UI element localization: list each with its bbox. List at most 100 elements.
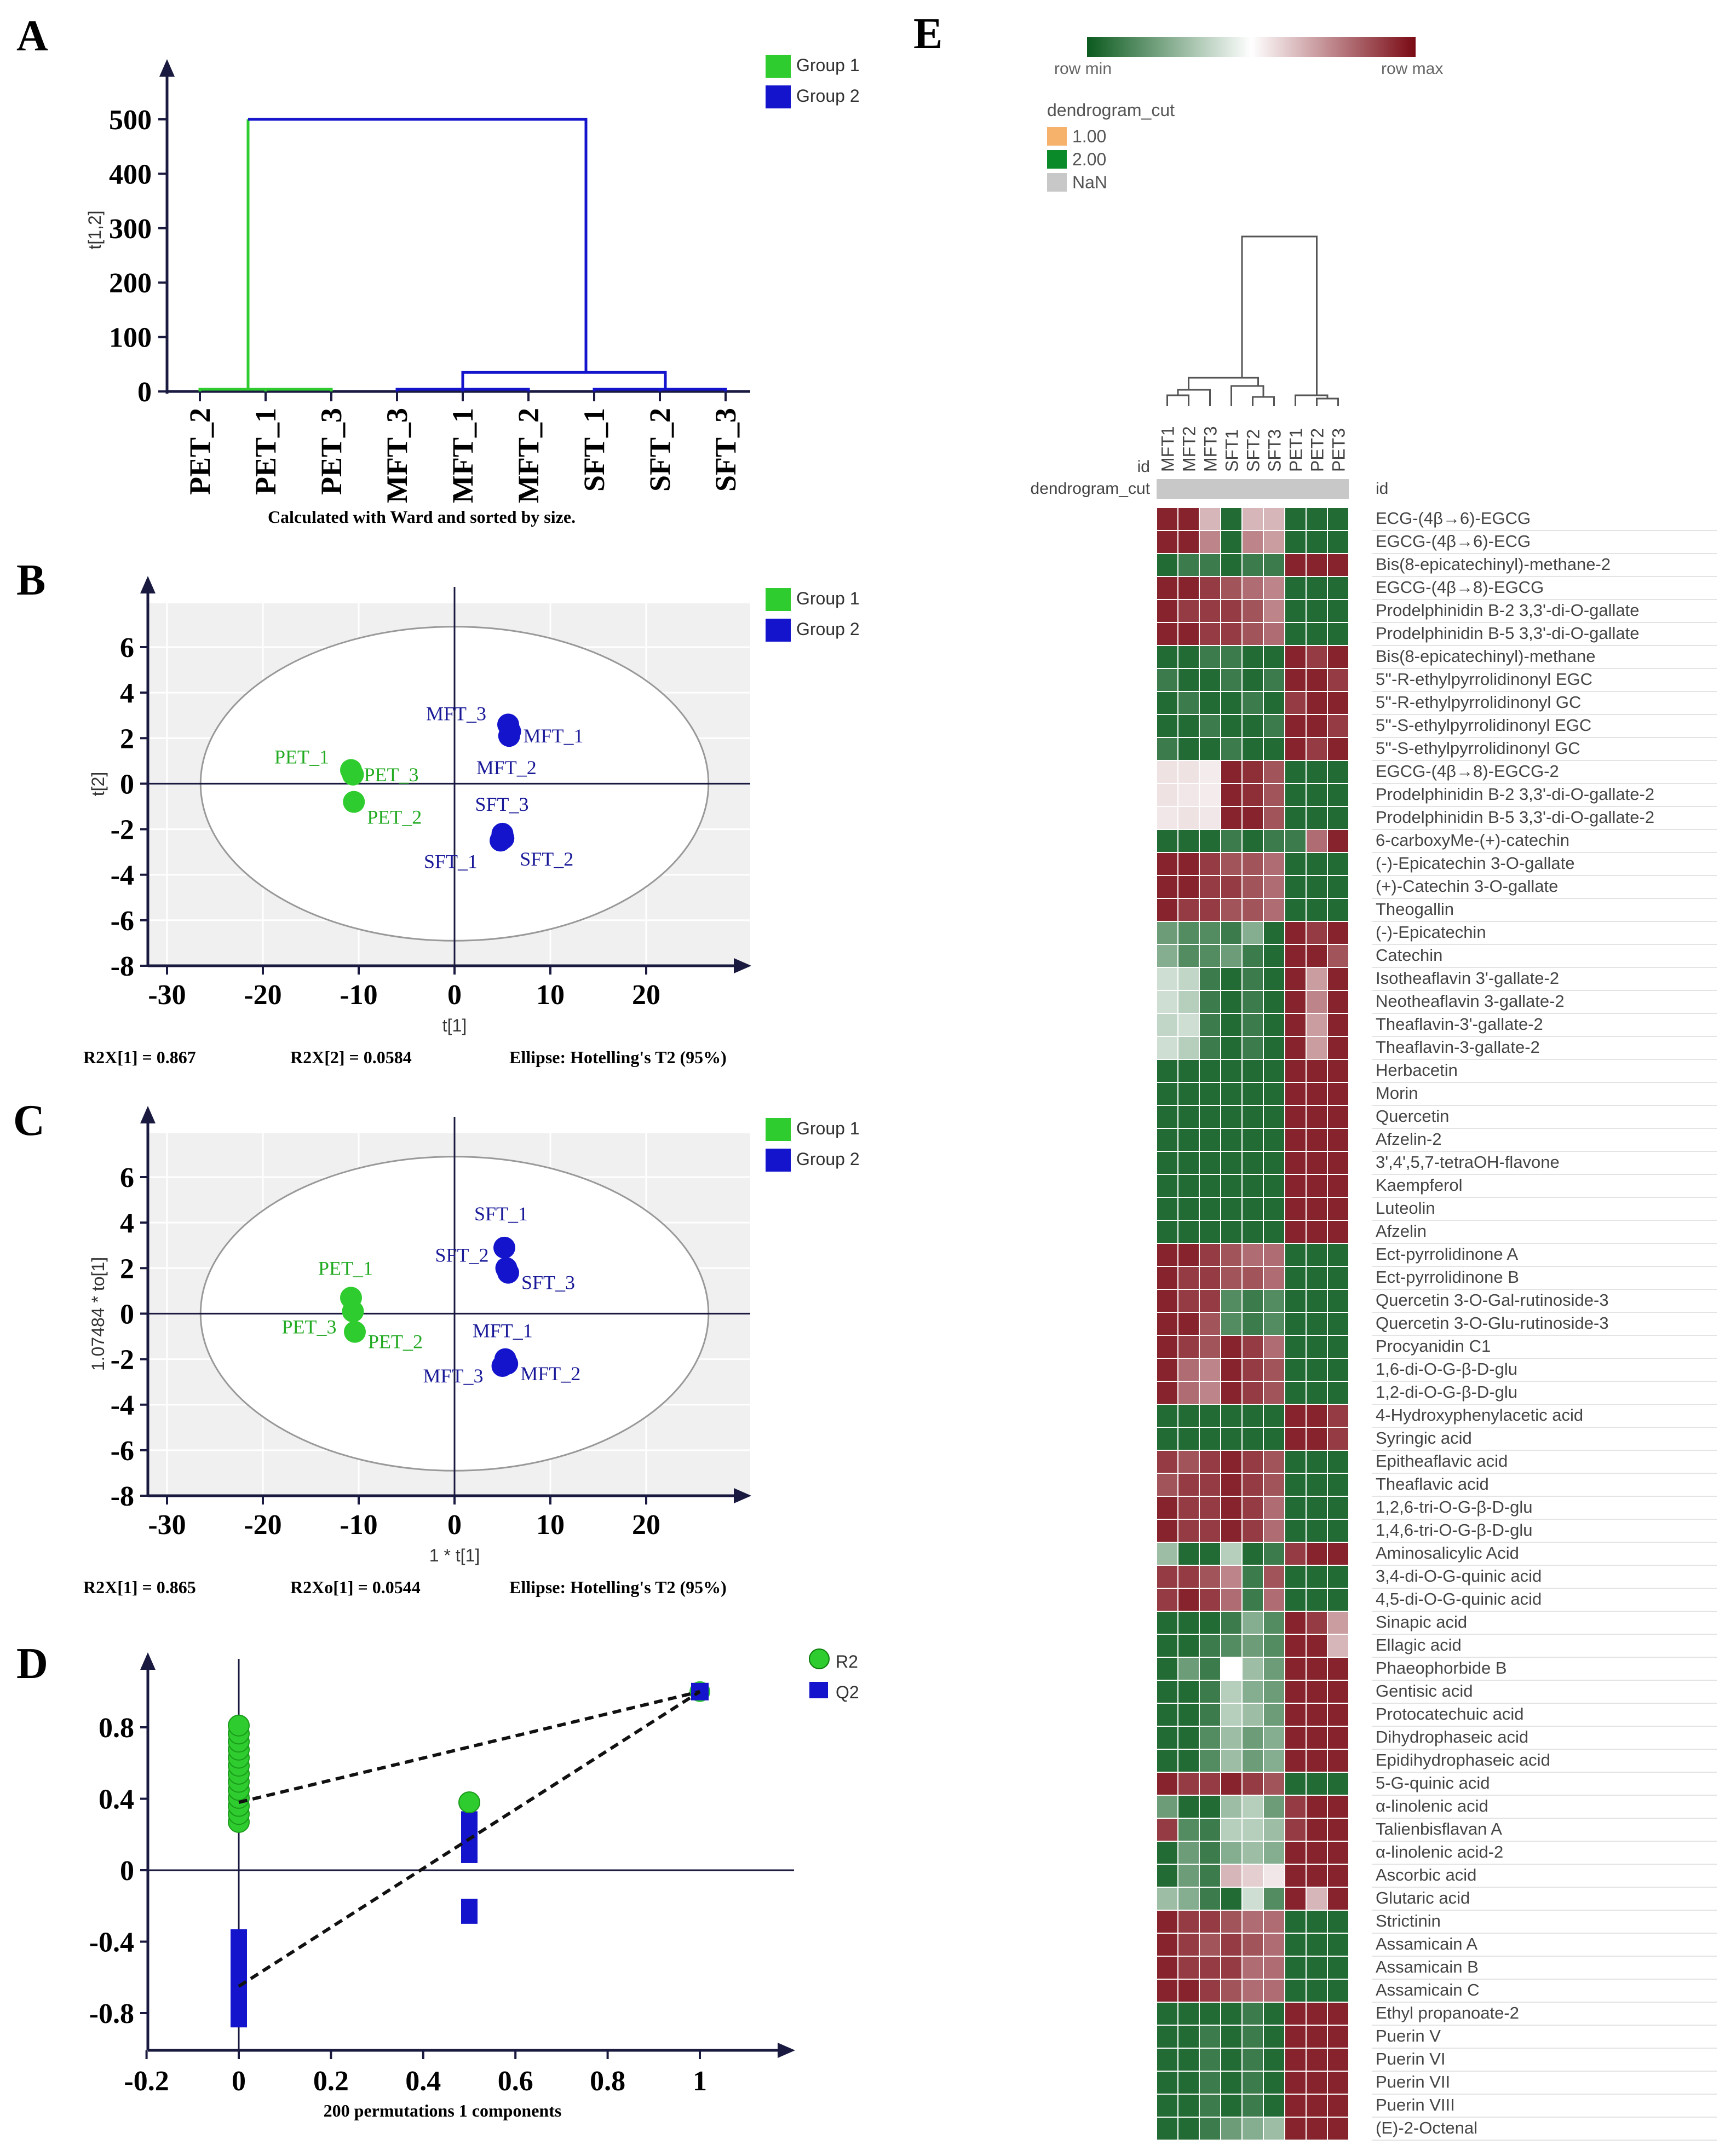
heatmap-cell xyxy=(1327,1956,1349,1980)
heatmap-cell xyxy=(1199,1266,1221,1290)
heatmap-cell xyxy=(1241,1565,1264,1589)
row-label: Talienbisflavan A xyxy=(1376,1819,1502,1838)
heatmap-cell xyxy=(1177,1795,1200,1819)
row-label: Ascorbic acid xyxy=(1376,1865,1476,1884)
heatmap-cell xyxy=(1327,1519,1349,1543)
panel-a-dendrogram: 0 100 200 300 400 500 t[1,2] PET_2 PET_1 PET_3 MFT… xyxy=(85,55,860,527)
x-tick-label: -10 xyxy=(340,1509,377,1541)
data-point xyxy=(342,1300,364,1323)
row-label: Ethyl propanoate-2 xyxy=(1376,2003,1519,2022)
heatmap-cell xyxy=(1306,898,1328,922)
heatmap-cell xyxy=(1263,1749,1285,1773)
heatmap-cell xyxy=(1220,691,1243,715)
heatmap-cell xyxy=(1199,2002,1221,2026)
row-label: Isotheaflavin 3'-gallate-2 xyxy=(1376,969,1559,988)
heatmap-cell xyxy=(1156,1887,1178,1911)
heatmap-cell xyxy=(1156,1427,1178,1451)
heatmap-cell xyxy=(1327,691,1349,715)
row-label: EGCG-(4β→6)-ECG xyxy=(1376,532,1531,551)
heatmap-cell xyxy=(1306,1289,1328,1313)
heatmap-cell xyxy=(1284,1519,1307,1543)
heatmap-cell xyxy=(1177,1197,1200,1221)
heatmap-cell xyxy=(1241,967,1264,991)
heatmap-cell xyxy=(1156,1289,1178,1313)
col-dendro-branch xyxy=(1231,385,1264,406)
heatmap-cell xyxy=(1306,1680,1328,1704)
heatmap-cell xyxy=(1220,990,1243,1014)
heatmap-cell xyxy=(1156,1381,1178,1405)
heatmap-cell xyxy=(1156,1519,1178,1543)
row-label: 1,6-di-O-G-β-D-glu xyxy=(1376,1359,1517,1379)
heatmap-cell xyxy=(1306,852,1328,876)
data-point xyxy=(493,1236,515,1259)
data-point xyxy=(498,725,520,747)
row-label: 1,2-di-O-G-β-D-glu xyxy=(1376,1382,1517,1402)
row-label: Catechin xyxy=(1376,946,1442,965)
heatmap-cell xyxy=(1199,1910,1221,1934)
heatmap-cell xyxy=(1306,990,1328,1014)
x-axis-arrow xyxy=(734,1488,751,1503)
heatmap-cell xyxy=(1177,1519,1200,1543)
heatmap-cell xyxy=(1220,2002,1243,2026)
heatmap-cell xyxy=(1327,1496,1349,1520)
heatmap-cell xyxy=(1241,2048,1264,2072)
row-label: 6-carboxyMe-(+)-catechin xyxy=(1376,831,1569,850)
heatmap-cell xyxy=(1177,2025,1200,2049)
heatmap-cell xyxy=(1156,1910,1178,1934)
point-label: MFT_1 xyxy=(524,725,584,747)
heatmap-cell xyxy=(1220,760,1243,784)
row-label: Theaflavic acid xyxy=(1376,1474,1489,1494)
heatmap-cell xyxy=(1284,1381,1307,1405)
panel-d-permutation-plot: 0.8 0.4 0 -0.4 -0.8 -0.2 0 0.2 0.4 0.6 0.8 1 200 per… xyxy=(89,1648,859,2120)
heatmap-cell xyxy=(1156,1795,1178,1819)
column-label: SFT3 xyxy=(1265,429,1285,472)
color-scale-bar xyxy=(1087,37,1416,57)
row-label: Prodelphinidin B-2 3,3'-di-O-gallate-2 xyxy=(1376,785,1654,804)
heatmap-cell xyxy=(1284,1956,1307,1980)
heatmap-cell xyxy=(1327,1910,1349,1934)
heatmap-cell xyxy=(1199,1128,1221,1152)
heatmap-cell xyxy=(1327,1220,1349,1244)
row-label: Kaempferol xyxy=(1376,1175,1463,1195)
heatmap-cell xyxy=(1156,806,1178,830)
heatmap-cell xyxy=(1241,1818,1264,1842)
heatmap-cell xyxy=(1306,829,1328,853)
heatmap-cell xyxy=(1177,1772,1200,1796)
heatmap-cell xyxy=(1306,1197,1328,1221)
heatmap-cell xyxy=(1241,1059,1264,1083)
heatmap-cell xyxy=(1177,1634,1200,1658)
heatmap-cell xyxy=(1284,1059,1307,1083)
heatmap-cell xyxy=(1177,875,1200,899)
heatmap-cell xyxy=(1327,1864,1349,1888)
heatmap-cell xyxy=(1327,1312,1349,1336)
heatmap-cell xyxy=(1177,1013,1200,1037)
heatmap-cell xyxy=(1263,2048,1285,2072)
y-axis-arrow xyxy=(140,1652,156,1670)
heatmap-cell xyxy=(1306,599,1328,623)
stat-text: Ellipse: Hotelling's T2 (95%) xyxy=(509,1047,727,1067)
heatmap-cell xyxy=(1220,1634,1243,1658)
row-label: Quercetin xyxy=(1376,1106,1449,1126)
heatmap-cell xyxy=(1241,1588,1264,1612)
heatmap-cell xyxy=(1327,1795,1349,1819)
heatmap-cell xyxy=(1177,1151,1200,1175)
row-label: Theaflavin-3'-gallate-2 xyxy=(1376,1014,1543,1034)
heatmap-cell xyxy=(1199,1933,1221,1957)
heatmap-cell xyxy=(1306,1749,1328,1773)
y-tick-label: 6 xyxy=(120,1162,134,1194)
x-tick-label: 1 xyxy=(693,2066,707,2097)
heatmap-cell xyxy=(1220,576,1243,600)
heatmap-cell xyxy=(1177,1933,1200,1957)
heatmap-cell xyxy=(1220,806,1243,830)
heatmap-cell xyxy=(1284,1358,1307,1382)
heatmap-cell xyxy=(1199,1059,1221,1083)
heatmap-cell xyxy=(1241,1956,1264,1980)
heatmap-cell xyxy=(1327,1772,1349,1796)
heatmap-cell xyxy=(1156,898,1178,922)
heatmap-cell xyxy=(1263,1542,1285,1566)
heatmap-cell xyxy=(1306,921,1328,945)
heatmap-cell xyxy=(1199,1726,1221,1750)
heatmap-cell xyxy=(1306,875,1328,899)
heatmap-cell xyxy=(1156,1174,1178,1198)
heatmap-cell xyxy=(1263,714,1285,738)
